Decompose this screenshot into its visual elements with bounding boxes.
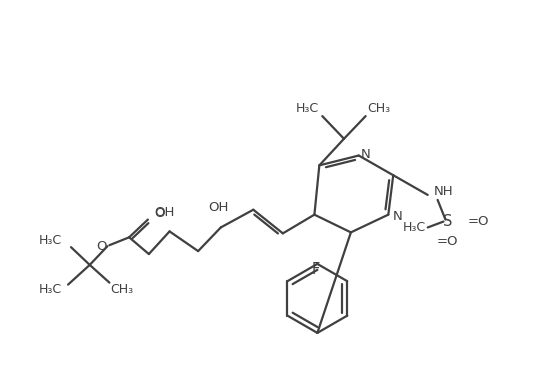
Text: H₃C: H₃C	[39, 283, 62, 296]
Text: S: S	[442, 214, 452, 229]
Text: F: F	[311, 263, 320, 277]
Text: N: N	[361, 148, 371, 161]
Text: OH: OH	[154, 206, 175, 219]
Text: N: N	[392, 210, 402, 223]
Text: O: O	[154, 207, 164, 220]
Text: NH: NH	[434, 186, 453, 199]
Text: H₃C: H₃C	[39, 234, 62, 247]
Text: H₃C: H₃C	[402, 221, 426, 234]
Text: CH₃: CH₃	[111, 283, 134, 296]
Text: =O: =O	[436, 235, 458, 248]
Text: OH: OH	[209, 201, 229, 214]
Text: =O: =O	[467, 215, 489, 228]
Text: O: O	[96, 240, 107, 253]
Text: H₃C: H₃C	[296, 102, 319, 115]
Text: CH₃: CH₃	[367, 102, 390, 115]
